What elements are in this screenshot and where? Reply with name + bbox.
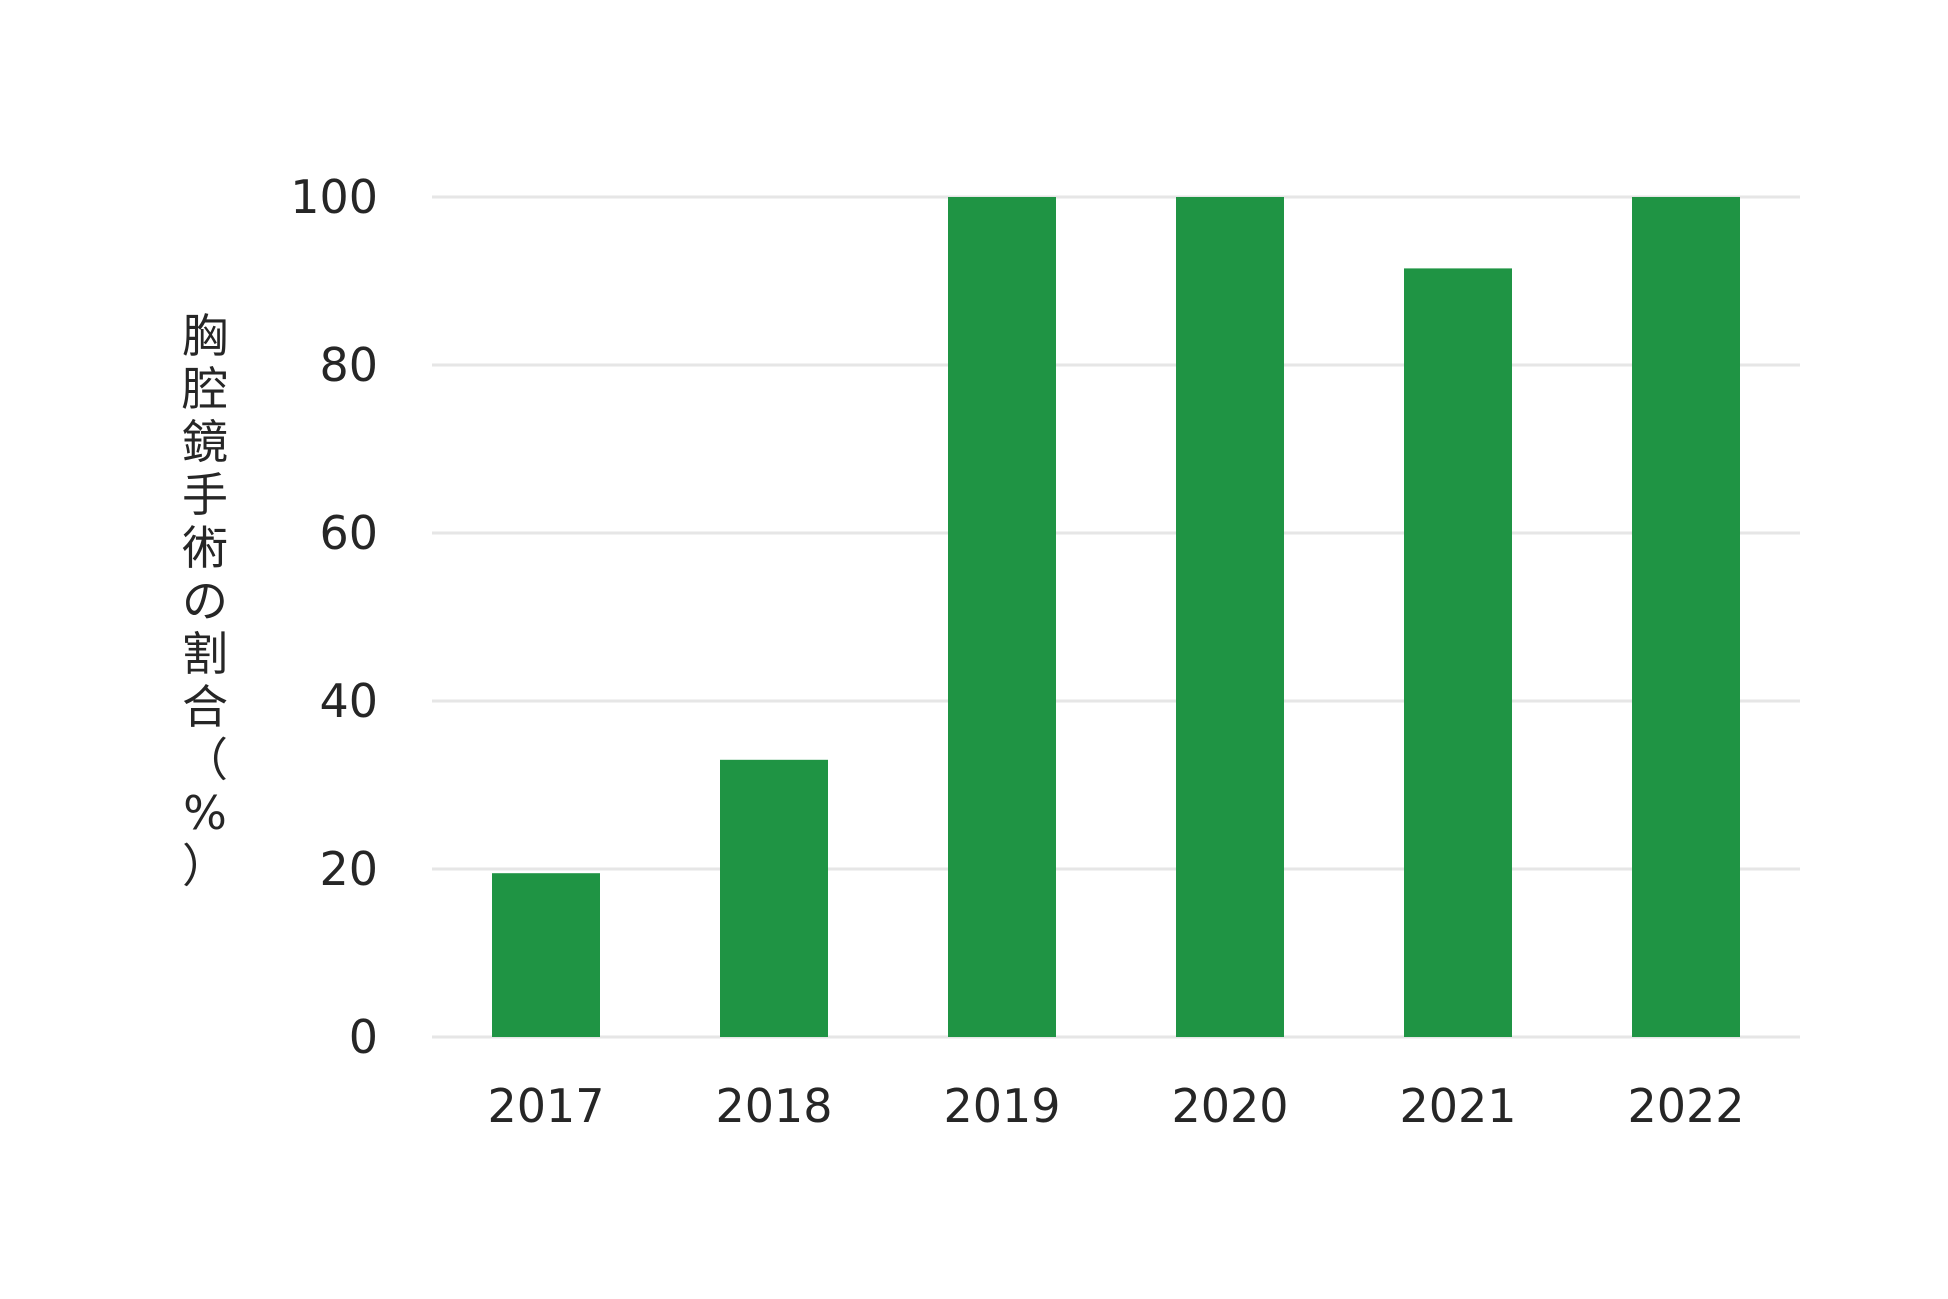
bar-2019 bbox=[948, 197, 1056, 1037]
y-tick-label: 40 bbox=[319, 674, 378, 728]
bar-2021 bbox=[1404, 268, 1512, 1037]
y-axis-ticks: 0 20 40 60 80 100 bbox=[290, 170, 378, 1064]
bar-2022 bbox=[1632, 197, 1740, 1037]
y-tick-label: 100 bbox=[290, 170, 378, 224]
gridlines bbox=[432, 195, 1800, 1039]
y-tick-label: 80 bbox=[319, 338, 378, 392]
x-tick-label: 2017 bbox=[487, 1079, 604, 1133]
bar-2018 bbox=[720, 759, 828, 1037]
y-axis-label: 胸腔鏡手術の割合（%） bbox=[182, 309, 228, 893]
y-axis-label-text: 胸腔鏡手術の割合（%） bbox=[182, 309, 228, 893]
x-tick-label: 2021 bbox=[1399, 1079, 1516, 1133]
x-tick-label: 2018 bbox=[715, 1079, 832, 1133]
y-tick-label: 60 bbox=[319, 506, 378, 560]
bars bbox=[492, 197, 1740, 1037]
x-tick-label: 2020 bbox=[1171, 1079, 1288, 1133]
x-tick-label: 2019 bbox=[943, 1079, 1060, 1133]
bar-2017 bbox=[492, 873, 600, 1037]
y-tick-label: 0 bbox=[349, 1010, 378, 1064]
bar-2020 bbox=[1176, 197, 1284, 1037]
y-tick-label: 20 bbox=[319, 842, 378, 896]
x-tick-label: 2022 bbox=[1627, 1079, 1744, 1133]
x-axis-ticks: 2017 2018 2019 2020 2021 2022 bbox=[487, 1079, 1744, 1133]
